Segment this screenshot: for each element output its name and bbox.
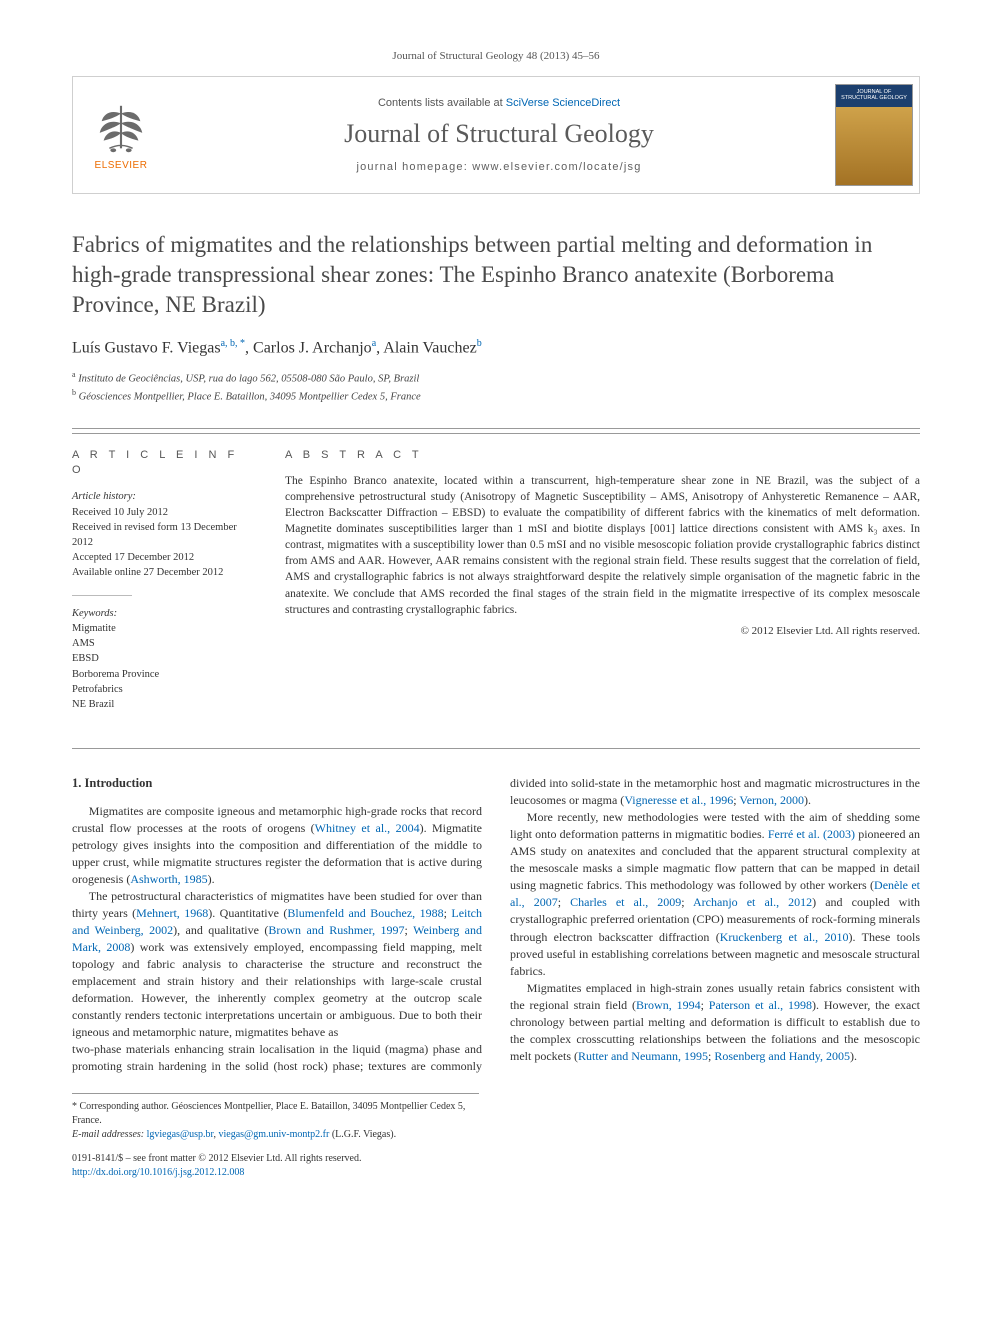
divider xyxy=(72,428,920,429)
text-run: ; xyxy=(405,923,414,937)
citation-link[interactable]: Rosenberg and Handy, 2005 xyxy=(714,1049,850,1063)
history-online: Available online 27 December 2012 xyxy=(72,565,249,580)
citation-link[interactable]: Paterson et al., 1998 xyxy=(709,998,812,1012)
citation-link[interactable]: Kruckenberg et al., 2010 xyxy=(720,930,849,944)
email-link[interactable]: viegas@gm.univ-montp2.fr xyxy=(218,1129,329,1140)
keyword: Migmatite xyxy=(72,621,249,636)
journal-header: ELSEVIER Contents lists available at Sci… xyxy=(72,76,920,194)
body-paragraph: The petrostructural characteristics of m… xyxy=(72,888,482,1041)
text-run: ) work was extensively employed, encompa… xyxy=(72,940,482,1039)
affiliation-b: Géosciences Montpellier, Place E. Batail… xyxy=(79,392,421,403)
author-3: Alain Vauchez xyxy=(383,339,476,356)
text-run: ). xyxy=(208,872,215,886)
sciencedirect-link[interactable]: SciVerse ScienceDirect xyxy=(506,97,620,109)
citation-link[interactable]: Rutter and Neumann, 1995 xyxy=(578,1049,708,1063)
article-info-column: A R T I C L E I N F O Article history: R… xyxy=(72,434,267,741)
contents-prefix: Contents lists available at xyxy=(378,97,506,109)
author-1-aff: a, b, * xyxy=(221,338,245,349)
info-divider xyxy=(72,595,132,596)
email-label: E-mail addresses: xyxy=(72,1129,147,1140)
body-paragraph: Migmatites emplaced in high-strain zones… xyxy=(510,980,920,1065)
corr-author-text: * Corresponding author. Géosciences Mont… xyxy=(72,1100,479,1128)
doi-line: http://dx.doi.org/10.1016/j.jsg.2012.12.… xyxy=(72,1166,479,1180)
author-2: Carlos J. Archanjo xyxy=(253,339,372,356)
citation-line: Journal of Structural Geology 48 (2013) … xyxy=(72,50,920,62)
email-tail: (L.G.F. Viegas). xyxy=(329,1129,396,1140)
homepage-prefix: journal homepage: xyxy=(356,161,472,173)
footer-meta: 0191-8141/$ – see front matter © 2012 El… xyxy=(72,1152,479,1180)
history-revised: Received in revised form 13 December 201… xyxy=(72,520,249,550)
affiliation-a: Instituto de Geociências, USP, rua do la… xyxy=(78,374,419,385)
abstract-header: A B S T R A C T xyxy=(285,448,920,463)
doi-value: 10.1016/j.jsg.2012.12.008 xyxy=(140,1167,245,1178)
text-run: ). Quantitative ( xyxy=(208,906,287,920)
elsevier-tree-icon xyxy=(92,100,150,158)
keyword: AMS xyxy=(72,636,249,651)
abstract-text: The Espinho Branco anatexite, located wi… xyxy=(285,473,920,618)
authors-line: Luís Gustavo F. Viegasa, b, *, Carlos J.… xyxy=(72,338,920,357)
keyword: EBSD xyxy=(72,651,249,666)
citation-link[interactable]: Blumenfeld and Bouchez, 1988 xyxy=(287,906,443,920)
citation-link[interactable]: Vernon, 2000 xyxy=(739,793,804,807)
cover-title: JOURNAL OF STRUCTURAL GEOLOGY xyxy=(840,89,908,101)
keyword: Borborema Province xyxy=(72,667,249,682)
citation-link[interactable]: Vigneresse et al., 1996 xyxy=(624,793,733,807)
homepage-url: www.elsevier.com/locate/jsg xyxy=(472,161,641,173)
keyword: Petrofabrics xyxy=(72,682,249,697)
info-abstract-row: A R T I C L E I N F O Article history: R… xyxy=(72,433,920,741)
citation-link[interactable]: Whitney et al., 2004 xyxy=(315,821,420,835)
article-history: Article history: Received 10 July 2012 R… xyxy=(72,489,249,580)
citation-link[interactable]: Brown, 1994 xyxy=(636,998,701,1012)
doi-link[interactable]: http://dx.doi.org/10.1016/j.jsg.2012.12.… xyxy=(72,1167,244,1178)
text-run: ; xyxy=(681,895,693,909)
header-center: Contents lists available at SciVerse Sci… xyxy=(169,77,829,193)
affiliations: a Instituto de Geociências, USP, rua do … xyxy=(72,369,920,406)
body-paragraph: More recently, new methodologies were te… xyxy=(510,809,920,979)
elsevier-wordmark: ELSEVIER xyxy=(95,160,148,171)
article-info-header: A R T I C L E I N F O xyxy=(72,448,249,480)
text-run: ). xyxy=(804,793,811,807)
homepage-line: journal homepage: www.elsevier.com/locat… xyxy=(177,161,821,173)
author-2-aff: a xyxy=(372,338,376,349)
journal-name: Journal of Structural Geology xyxy=(177,119,821,149)
text-run: ), and qualitative ( xyxy=(173,923,268,937)
cover-thumbnail-box: JOURNAL OF STRUCTURAL GEOLOGY xyxy=(829,77,919,193)
divider xyxy=(72,748,920,749)
contents-line: Contents lists available at SciVerse Sci… xyxy=(177,97,821,109)
citation-link[interactable]: Ashworth, 1985 xyxy=(130,872,207,886)
article-title: Fabrics of migmatites and the relationsh… xyxy=(72,230,920,320)
corresponding-footnote: * Corresponding author. Géosciences Mont… xyxy=(72,1093,479,1142)
history-received: Received 10 July 2012 xyxy=(72,505,249,520)
issn-line: 0191-8141/$ – see front matter © 2012 El… xyxy=(72,1152,479,1166)
email-link[interactable]: lgviegas@usp.br xyxy=(147,1129,214,1140)
author-3-aff: b xyxy=(477,338,482,349)
text-run: ). xyxy=(850,1049,857,1063)
body-paragraph: Migmatites are composite igneous and met… xyxy=(72,803,482,888)
body-two-column: 1. Introduction Migmatites are composite… xyxy=(72,775,920,1075)
citation-link[interactable]: Charles et al., 2009 xyxy=(570,895,681,909)
author-1: Luís Gustavo F. Viegas xyxy=(72,339,221,356)
history-accepted: Accepted 17 December 2012 xyxy=(72,550,249,565)
email-line: E-mail addresses: lgviegas@usp.br, viega… xyxy=(72,1128,479,1142)
keyword: NE Brazil xyxy=(72,697,249,712)
citation-link[interactable]: Mehnert, 1968 xyxy=(136,906,208,920)
history-label: Article history: xyxy=(72,489,249,504)
citation-link[interactable]: Brown and Rushmer, 1997 xyxy=(268,923,404,937)
text-run: ; xyxy=(701,998,709,1012)
citation-link[interactable]: Archanjo et al., 2012 xyxy=(693,895,812,909)
text-run: ; xyxy=(558,895,570,909)
abstract-copyright: © 2012 Elsevier Ltd. All rights reserved… xyxy=(285,624,920,639)
abstract-column: A B S T R A C T The Espinho Branco anate… xyxy=(267,434,920,741)
doi-prefix: http://dx.doi.org/ xyxy=(72,1167,140,1178)
section-heading: 1. Introduction xyxy=(72,775,482,793)
elsevier-logo-box: ELSEVIER xyxy=(73,77,169,193)
cover-thumbnail: JOURNAL OF STRUCTURAL GEOLOGY xyxy=(835,84,913,186)
citation-link[interactable]: Ferré et al. (2003) xyxy=(768,827,855,841)
keywords-label: Keywords: xyxy=(72,606,249,621)
keywords-block: Keywords: Migmatite AMS EBSD Borborema P… xyxy=(72,606,249,713)
